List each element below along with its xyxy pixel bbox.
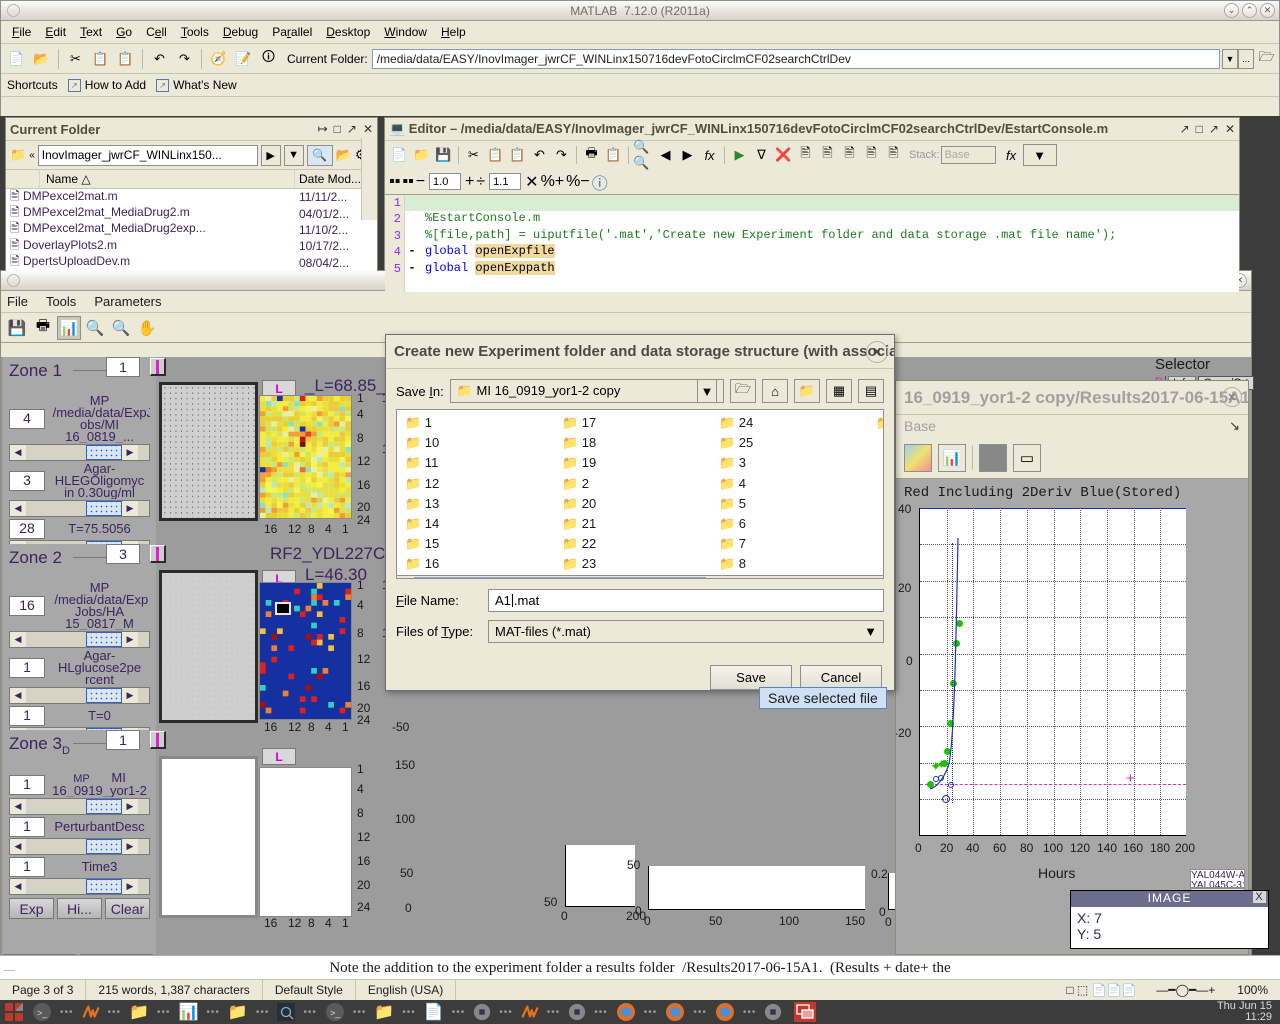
svg-text:>_: >_ <box>330 1008 341 1018</box>
svg-text:>_: >_ <box>37 1008 48 1018</box>
